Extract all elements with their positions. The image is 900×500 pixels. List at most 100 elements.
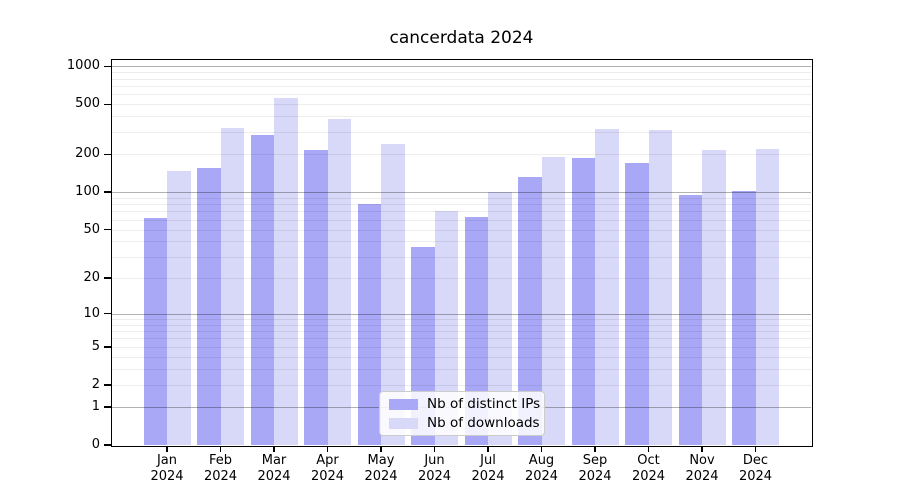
- chart-title: cancerdata 2024: [389, 28, 534, 48]
- y-tick: [104, 406, 111, 408]
- year-label: 2024: [471, 468, 505, 484]
- month-label: Feb: [208, 453, 233, 468]
- bar-ips-jul: [464, 217, 488, 445]
- gridline-minor: [112, 346, 811, 348]
- bar-downloads-jul: [488, 191, 512, 445]
- y-tick-label: 1000: [66, 58, 100, 74]
- gridline-minor: [112, 369, 811, 371]
- year-label: 2024: [364, 468, 398, 484]
- month-label: May: [367, 453, 395, 468]
- legend: Nb of distinct IPs Nb of downloads: [379, 391, 545, 436]
- legend-swatch-downloads: [389, 417, 418, 429]
- y-tick-label: 1: [91, 399, 100, 414]
- gridline-minor: [112, 154, 811, 156]
- bar-ips-sep: [571, 158, 595, 445]
- x-tick-label-jun: Jun 2024: [403, 453, 467, 484]
- legend-swatch-distinct-ips: [389, 398, 418, 410]
- year-label: 2024: [310, 468, 345, 484]
- month-label: Nov: [689, 453, 715, 468]
- legend-label-distinct-ips: Nb of distinct IPs: [427, 396, 541, 412]
- gridline-minor: [112, 229, 811, 231]
- gridline-minor: [112, 256, 811, 258]
- x-tick-label-nov: Nov 2024: [670, 453, 734, 484]
- bar-ips-feb: [197, 167, 221, 445]
- gridline-minor: [112, 104, 811, 106]
- legend-item-downloads: Nb of downloads: [389, 415, 540, 431]
- bar-downloads-mar: [274, 97, 298, 445]
- year-label: 2024: [524, 468, 559, 484]
- y-tick-label: 50: [83, 221, 100, 237]
- year-label: 2024: [578, 468, 612, 484]
- y-tick: [104, 312, 111, 315]
- x-tick-label-jul: Jul 2024: [456, 453, 520, 484]
- y-tick: [104, 346, 111, 348]
- bar-ips-jan: [143, 217, 167, 445]
- gridline-minor: [112, 85, 811, 87]
- x-tick-label-sep: Sep 2024: [563, 453, 627, 484]
- x-tick: [326, 446, 329, 452]
- y-tick-label: 20: [83, 270, 100, 286]
- month-label: Apr: [316, 453, 339, 468]
- y-tick: [104, 65, 111, 68]
- bar-downloads-nov: [702, 150, 726, 445]
- gridline-minor: [112, 211, 811, 213]
- gridline-minor: [112, 384, 811, 386]
- gridline-minor: [112, 204, 811, 206]
- bar-ips-oct: [625, 162, 649, 445]
- gridline-major: [112, 313, 811, 315]
- gridline-minor: [112, 132, 811, 134]
- year-label: 2024: [257, 468, 291, 484]
- month-label: Jul: [480, 453, 496, 468]
- bar-downloads-dec: [755, 149, 779, 445]
- bar-ips-aug: [518, 176, 542, 445]
- legend-label-downloads: Nb of downloads: [427, 415, 540, 431]
- gridline-minor: [112, 331, 811, 333]
- x-tick: [647, 446, 650, 452]
- gridline-minor: [112, 241, 811, 243]
- x-tick-label-apr: Apr 2024: [296, 453, 360, 484]
- month-label: Oct: [637, 453, 660, 468]
- y-tick-label: 2: [91, 376, 100, 392]
- gridline-minor: [112, 197, 811, 199]
- x-tick: [219, 446, 222, 452]
- y-tick: [104, 277, 111, 279]
- legend-item-distinct-ips: Nb of distinct IPs: [389, 396, 540, 412]
- bar-downloads-jan: [167, 171, 191, 445]
- y-tick-label: 100: [75, 184, 100, 200]
- month-label: Mar: [261, 453, 287, 468]
- gridline-minor: [112, 94, 811, 96]
- gridline-major: [112, 66, 811, 68]
- x-tick-label-feb: Feb 2024: [189, 453, 253, 484]
- gridline-minor: [112, 356, 811, 358]
- y-tick: [104, 191, 111, 193]
- month-label: Jun: [424, 453, 445, 468]
- gridline-minor: [112, 78, 811, 80]
- x-tick: [594, 446, 596, 452]
- x-tick-label-may: May 2024: [349, 453, 413, 484]
- bar-ips-nov: [678, 194, 702, 445]
- y-tick: [104, 153, 111, 156]
- month-label: Jan: [156, 453, 178, 468]
- y-tick-label: 500: [75, 96, 100, 112]
- gridline-minor: [112, 338, 811, 340]
- x-tick: [487, 446, 489, 452]
- gridline-minor: [112, 278, 811, 280]
- bar-ips-dec: [732, 190, 756, 445]
- gridline-minor: [112, 72, 811, 74]
- bar-downloads-aug: [541, 156, 565, 445]
- x-tick-label-dec: Dec 2024: [724, 453, 788, 484]
- x-tick-label-mar: Mar 2024: [242, 453, 306, 484]
- y-tick-label: 200: [75, 146, 100, 162]
- gridline-minor: [112, 219, 811, 221]
- y-tick-label: 0: [91, 437, 100, 452]
- x-tick: [701, 446, 703, 452]
- year-label: 2024: [417, 468, 452, 484]
- bar-downloads-sep: [595, 129, 619, 445]
- x-tick: [273, 446, 275, 452]
- year-label: 2024: [738, 468, 773, 484]
- bar-downloads-jun: [434, 211, 458, 445]
- x-tick: [380, 446, 382, 452]
- month-label: Dec: [742, 453, 769, 468]
- y-tick-label: 10: [83, 305, 100, 321]
